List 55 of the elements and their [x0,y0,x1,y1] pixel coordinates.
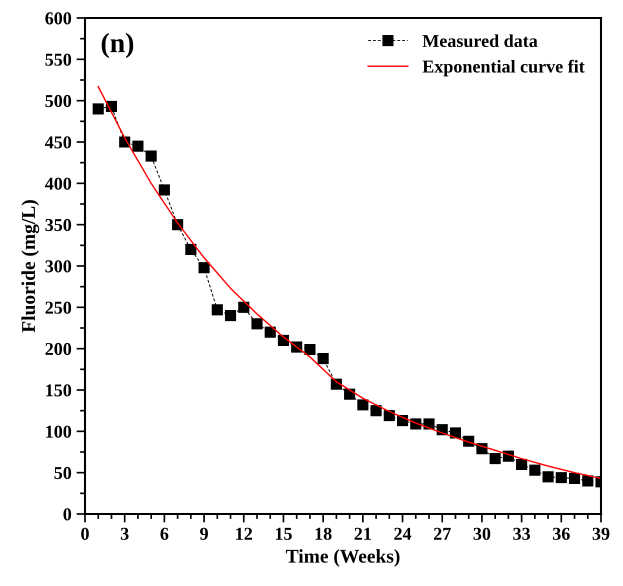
x-tick-label: 27 [434,528,451,540]
x-tick-label: 12 [236,528,252,540]
point [582,475,594,486]
point [542,471,554,482]
x-tick-label: 24 [394,528,412,540]
x-tick-label: 6 [160,528,168,540]
x-tick-label: 0 [81,528,89,540]
y-tick-label: 0 [63,508,72,520]
y-tick-label: 200 [45,342,72,356]
y-axis-title: Fluoride (mg/L) [21,200,40,332]
point [92,103,104,114]
point [158,184,170,196]
legend-label: Exponential curve fit [422,60,585,76]
y-tick-label: 550 [45,54,72,66]
point [304,344,316,356]
y-tick-label: 500 [45,94,72,108]
x-tick-label: 3 [120,528,129,540]
y-tick-label: 400 [44,178,72,190]
x-tick-label: 15 [276,528,292,540]
x-tick-label: 9 [200,528,208,540]
point [212,304,223,316]
x-tick-label: 33 [513,528,530,540]
point [185,244,196,256]
point [370,405,382,416]
x-tick-label: 21 [354,528,371,540]
point [238,302,250,313]
point [264,326,276,338]
y-tick-label: 300 [45,260,72,272]
x-tick-label: 30 [474,528,490,540]
point [132,140,144,152]
point [318,353,329,364]
point [198,262,210,274]
x-tick-label: 18 [316,528,332,540]
x-tick-label: 36 [552,528,570,540]
x-axis-title: Time (Weeks) [286,549,400,567]
point [568,472,580,484]
y-tick-label: 600 [45,12,72,24]
y-tick-label: 150 [46,384,72,396]
y-tick-label: 250 [45,302,72,314]
point [224,310,236,322]
point [146,150,157,162]
annotation: (n) [102,32,134,58]
y-tick-label: 450 [44,136,72,148]
x-tick-label: 39 [592,528,610,540]
point [450,427,462,439]
point [490,453,501,464]
y-tick-label: 100 [46,426,72,438]
y-tick-label: 50 [54,466,72,480]
legend-label: Measured data [422,34,538,48]
point [529,464,540,476]
point [251,318,263,330]
point [556,472,567,484]
point [516,458,528,470]
y-tick-label: 350 [45,218,72,232]
point [357,399,368,410]
